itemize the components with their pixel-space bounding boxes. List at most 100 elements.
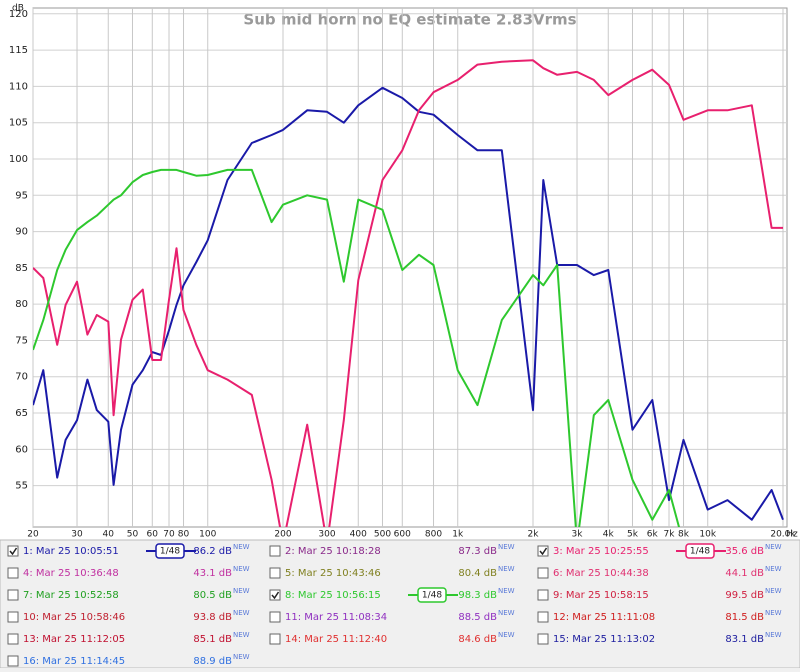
checkbox[interactable] bbox=[269, 567, 281, 579]
y-tick-label: 100 bbox=[9, 154, 28, 165]
y-tick-label: 90 bbox=[15, 227, 28, 238]
x-tick-label: 20 bbox=[27, 530, 39, 540]
legend-label: 5: Mar 25 10:43:46 bbox=[285, 568, 381, 579]
legend-value: 81.5 dB bbox=[725, 612, 764, 623]
new-tag: NEW bbox=[233, 587, 250, 595]
legend-value: 99.5 dB bbox=[725, 590, 764, 601]
legend-value: 80.5 dB bbox=[193, 590, 232, 601]
x-tick-label: 100 bbox=[199, 530, 216, 540]
new-tag: NEW bbox=[498, 543, 515, 551]
x-tick-label: 300 bbox=[318, 530, 335, 540]
new-tag: NEW bbox=[233, 543, 250, 551]
legend-value: 93.8 dB bbox=[193, 612, 232, 623]
x-tick-label: 50 bbox=[127, 530, 139, 540]
new-tag: NEW bbox=[498, 631, 515, 639]
legend-value: 80.4 dB bbox=[458, 568, 497, 579]
new-tag: NEW bbox=[765, 543, 782, 551]
y-tick-label: 115 bbox=[9, 45, 28, 56]
x-tick-label: 1k bbox=[452, 530, 464, 540]
checkbox[interactable] bbox=[269, 611, 281, 623]
checkbox[interactable] bbox=[7, 655, 19, 667]
x-tick-label: 4k bbox=[603, 530, 615, 540]
legend-value: 44.1 dB bbox=[725, 568, 764, 579]
checkbox[interactable] bbox=[537, 611, 549, 623]
legend-panel bbox=[0, 539, 800, 669]
new-tag: NEW bbox=[765, 565, 782, 573]
y-tick-label: 105 bbox=[9, 118, 28, 129]
new-tag: NEW bbox=[765, 631, 782, 639]
checkbox[interactable] bbox=[7, 589, 19, 601]
legend-value: 85.1 dB bbox=[193, 634, 232, 645]
smoothing-badge bbox=[417, 587, 447, 603]
checkbox[interactable] bbox=[537, 567, 549, 579]
checkmark bbox=[9, 547, 18, 556]
legend-label: 4: Mar 25 10:36:48 bbox=[23, 568, 119, 579]
legend-value: 88.9 dB bbox=[193, 656, 232, 667]
x-tick-label: 60 bbox=[147, 530, 159, 540]
checkbox[interactable] bbox=[7, 611, 19, 623]
checkbox[interactable] bbox=[269, 589, 281, 601]
checkbox[interactable] bbox=[537, 545, 549, 557]
legend-value: 88.5 dB bbox=[458, 612, 497, 623]
legend-label: 7: Mar 25 10:52:58 bbox=[23, 590, 119, 601]
checkmark bbox=[271, 591, 280, 600]
legend-label: 8: Mar 25 10:56:15 bbox=[285, 590, 381, 601]
x-tick-label: 7k bbox=[664, 530, 676, 540]
legend-value: 86.2 dB bbox=[193, 546, 232, 557]
checkbox[interactable] bbox=[269, 633, 281, 645]
new-tag: NEW bbox=[765, 587, 782, 595]
legend-label: 6: Mar 25 10:44:38 bbox=[553, 568, 649, 579]
smoothing-label: 1/48 bbox=[690, 547, 710, 557]
y-tick-label: 60 bbox=[15, 444, 28, 455]
checkbox[interactable] bbox=[537, 589, 549, 601]
x-tick-label: 800 bbox=[425, 530, 442, 540]
x-tick-label: 2k bbox=[528, 530, 540, 540]
x-tick-label: 70 bbox=[163, 530, 175, 540]
x-tick-label: 5k bbox=[627, 530, 639, 540]
y-tick-label: 65 bbox=[15, 408, 28, 419]
x-tick-label: 6k bbox=[647, 530, 659, 540]
legend-value: 35.6 dB bbox=[725, 546, 764, 557]
new-tag: NEW bbox=[498, 565, 515, 573]
y-tick-label: 70 bbox=[15, 372, 28, 383]
y-tick-label: 80 bbox=[15, 299, 28, 310]
legend-label: 14: Mar 25 11:12:40 bbox=[285, 634, 387, 645]
legend-label: 16: Mar 25 11:14:45 bbox=[23, 656, 125, 667]
legend-value: 87.3 dB bbox=[458, 546, 497, 557]
legend-value: 43.1 dB bbox=[193, 568, 232, 579]
x-tick-label: 20.0k bbox=[770, 530, 796, 540]
checkbox[interactable] bbox=[537, 633, 549, 645]
legend-value: 83.1 dB bbox=[725, 634, 764, 645]
checkbox[interactable] bbox=[7, 567, 19, 579]
new-tag: NEW bbox=[233, 653, 250, 661]
new-tag: NEW bbox=[498, 609, 515, 617]
x-tick-label: 500 bbox=[374, 530, 391, 540]
chart-title: Sub mid horn no EQ estimate 2.83Vrms bbox=[243, 11, 576, 29]
smoothing-label: 1/48 bbox=[422, 591, 442, 601]
y-tick-label: 75 bbox=[15, 335, 28, 346]
series-line bbox=[33, 86, 784, 521]
series-line bbox=[33, 168, 681, 527]
x-tick-label: 200 bbox=[274, 530, 291, 540]
new-tag: NEW bbox=[498, 587, 515, 595]
y-tick-label: 120 bbox=[9, 9, 28, 20]
checkbox[interactable] bbox=[269, 545, 281, 557]
checkbox[interactable] bbox=[7, 545, 19, 557]
legend-label: 12: Mar 25 11:11:08 bbox=[553, 612, 655, 623]
checkbox[interactable] bbox=[7, 633, 19, 645]
legend-label: 15: Mar 25 11:13:02 bbox=[553, 634, 655, 645]
checkmark bbox=[539, 547, 548, 556]
y-tick-label: 110 bbox=[9, 81, 28, 92]
x-tick-label: 30 bbox=[71, 530, 83, 540]
legend-label: 2: Mar 25 10:18:28 bbox=[285, 546, 381, 557]
x-tick-label: 10k bbox=[699, 530, 716, 540]
x-tick-label: 3k bbox=[572, 530, 584, 540]
x-tick-label: 80 bbox=[178, 530, 190, 540]
legend-label: 11: Mar 25 11:08:34 bbox=[285, 612, 387, 623]
x-tick-label: 40 bbox=[103, 530, 115, 540]
legend-label: 13: Mar 25 11:12:05 bbox=[23, 634, 125, 645]
smoothing-badge bbox=[155, 543, 185, 559]
new-tag: NEW bbox=[233, 565, 250, 573]
legend-label: 3: Mar 25 10:25:55 bbox=[553, 546, 649, 557]
